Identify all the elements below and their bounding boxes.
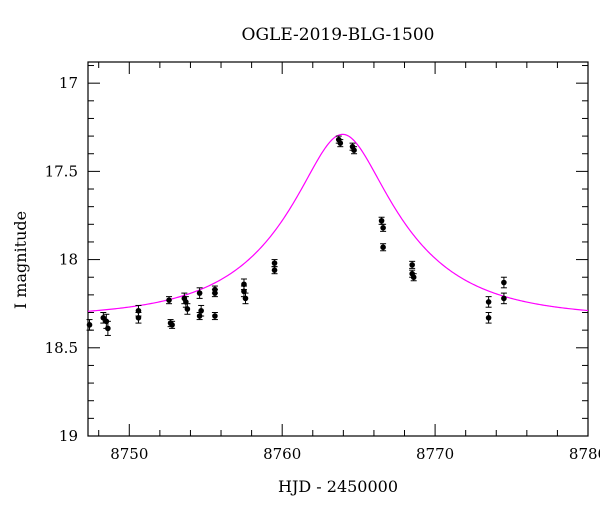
data-marker bbox=[378, 217, 385, 224]
data-marker bbox=[105, 325, 111, 332]
x-axis-label: HJD - 2450000 bbox=[278, 477, 398, 496]
axis-ticks bbox=[88, 62, 589, 437]
data-point bbox=[485, 296, 492, 308]
plot-frame bbox=[87, 61, 589, 437]
data-point bbox=[135, 312, 142, 324]
data-point bbox=[378, 216, 385, 225]
y-axis-label: I magnitude bbox=[11, 211, 30, 309]
data-point bbox=[271, 259, 278, 268]
data-marker bbox=[410, 274, 417, 281]
data-marker bbox=[501, 295, 507, 302]
data-marker bbox=[184, 306, 191, 312]
data-marker bbox=[169, 322, 175, 328]
data-point bbox=[211, 312, 218, 321]
data-point bbox=[166, 296, 173, 305]
data-marker bbox=[337, 140, 344, 146]
x-tick-label: 8760 bbox=[263, 445, 301, 463]
data-marker bbox=[242, 295, 249, 302]
data-point bbox=[196, 287, 203, 299]
data-marker bbox=[212, 313, 218, 319]
data-point bbox=[198, 304, 205, 317]
data-point bbox=[337, 139, 344, 148]
data-point bbox=[410, 273, 417, 282]
y-tick-label: 18 bbox=[59, 251, 78, 269]
data-point bbox=[240, 285, 247, 298]
data-point bbox=[184, 303, 191, 315]
data-point bbox=[271, 266, 278, 275]
data-points bbox=[86, 135, 507, 336]
model-curve bbox=[87, 133, 589, 312]
data-marker bbox=[485, 299, 492, 305]
x-tick-label: 8750 bbox=[110, 445, 148, 463]
data-marker bbox=[409, 262, 415, 268]
data-point bbox=[380, 243, 387, 252]
y-tick-label: 19 bbox=[59, 427, 78, 445]
data-marker bbox=[380, 225, 386, 231]
data-marker bbox=[86, 322, 93, 328]
data-point bbox=[104, 320, 111, 336]
data-marker bbox=[271, 267, 278, 273]
axis-tick-labels: 8750 8760 8770 8780 17 17.5 18 18.5 19 bbox=[45, 74, 600, 463]
data-point bbox=[500, 276, 507, 289]
data-point bbox=[380, 223, 387, 232]
data-point bbox=[86, 319, 93, 331]
x-tick-label: 8770 bbox=[416, 445, 454, 463]
data-marker bbox=[485, 315, 492, 321]
data-marker bbox=[166, 297, 172, 303]
data-point bbox=[169, 320, 176, 329]
y-tick-label: 17.5 bbox=[45, 162, 78, 180]
data-marker bbox=[501, 279, 507, 286]
data-point bbox=[485, 312, 492, 324]
data-point bbox=[211, 289, 218, 298]
y-tick-label: 18.5 bbox=[45, 339, 78, 357]
data-point bbox=[100, 312, 107, 324]
x-tick-label: 8780 bbox=[569, 445, 600, 463]
data-marker bbox=[135, 315, 142, 321]
chart-title: OGLE-2019-BLG-1500 bbox=[242, 25, 435, 45]
y-tick-label: 17 bbox=[59, 74, 78, 92]
data-marker bbox=[271, 260, 278, 266]
data-point bbox=[409, 260, 416, 269]
data-point bbox=[242, 292, 249, 305]
data-point bbox=[500, 292, 507, 305]
data-marker bbox=[380, 244, 386, 251]
data-marker bbox=[212, 290, 218, 296]
data-marker bbox=[351, 147, 357, 154]
data-point bbox=[351, 146, 358, 155]
data-marker bbox=[196, 290, 203, 296]
data-marker bbox=[198, 307, 204, 314]
